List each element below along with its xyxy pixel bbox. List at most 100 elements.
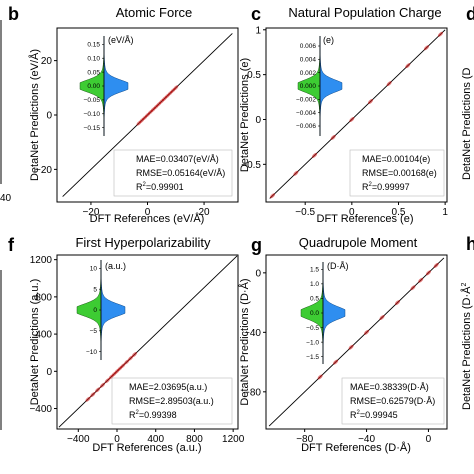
stat-r2: R2=0.99997 [362,182,410,192]
identity-line [269,29,446,199]
x-tick-label: −80 [296,434,313,445]
stat-mae: MAE=0.38339(D·Å) [350,382,429,392]
y-tick-label: 0 [255,268,261,279]
stats-box: MAE=0.03407(eV/Å) RMSE=0.05164(eV/Å) R2=… [113,149,233,197]
scatter-point [379,314,385,320]
y-tick-label: 400 [35,330,52,341]
inset-unit-label: (e) [323,35,334,45]
scatter-point [173,85,179,91]
plot-frame [265,27,448,203]
violin-tick-label: 0 [93,307,97,314]
stats-box-frame [341,377,445,425]
x-tick-label: 20 [199,207,211,218]
stat-r2-sup: 2 [143,182,147,188]
stats-box-frame [113,149,233,197]
violin-tick-label: −10 [86,349,97,356]
scatter-point [85,396,91,402]
scatter-point [418,277,424,283]
scatter-point [349,116,355,122]
scatter-point [311,152,318,158]
stat-r2-sup: 2 [369,182,373,188]
panel-title: Atomic Force [116,5,193,20]
y-tick-label: 0 [46,367,52,378]
data-layer: −400 0 400 800 1200 −400 0 400 800 1200 −10 −5 0 5 10 [29,255,244,445]
violin-tick-label: −5 [90,328,98,335]
violin-tick-label: 0.00 [87,83,100,90]
panel-letter-h: h [466,234,474,254]
scatter-point [269,193,276,199]
x-tick-label: 0 [145,207,151,218]
stat-r2-prefix: R [129,410,136,420]
panel-title: Natural Population Charge [288,5,441,20]
x-tick-label: 0 [114,434,120,445]
x-tick-label: −40 [358,434,375,445]
x-tick-label: −400 [67,434,90,445]
x-tick-label: −0.5 [295,207,315,218]
scatter-point [293,170,299,176]
scatter-point [330,134,336,140]
scatter-point [437,31,444,37]
panel-letter-d: d [466,4,474,24]
panel-letter: c [251,4,261,24]
y-tick-label: −80 [244,387,261,398]
scatter-point [386,81,392,87]
right-edge-fragment: d h DetaNet Predictions (D DetaNet Predi… [460,4,474,410]
x-axis-label: DFT References (eV/Å) [90,212,205,225]
stat-r2-sup: 2 [357,410,361,416]
scatter-point [104,378,110,384]
scatter-point [405,63,411,69]
stat-r2-sup: 2 [136,410,140,416]
stat-rmse: RMSE=0.62579(D·Å) [350,396,435,406]
violin-tick-label: −0.05 [84,97,101,104]
panel-natural-population-charge: c Natural Population Charge DFT Referenc… [239,4,448,225]
panel-quadrupole-moment: g Quadrupole Moment DFT References (D·Å)… [238,235,448,454]
violin-tick-label: −1.5 [306,354,319,361]
violin-right-half [100,259,126,361]
stat-r2-prefix: R [136,182,143,192]
y-axis-label: DetaNet Predictions (D·Å) [238,278,251,405]
violin-tick-label: −0.10 [84,111,101,118]
x-axis-label: DFT References (D·Å) [301,441,411,454]
scatter-point [423,45,430,51]
stats-box: MAE=0.00104(e) RMSE=0.00168(e) R2=0.9999… [349,149,445,197]
violin-tick-label: 0.004 [300,57,317,64]
scatter-point [128,355,134,361]
x-tick-label: 400 [147,434,164,445]
scatter-point [433,262,439,268]
y-tick-label: −40 [244,328,261,339]
inset-unit-label: (a.u.) [105,261,126,271]
violin-tick-label: 0.5 [310,296,319,303]
violin-right-half [319,35,343,137]
y-tick-label: 0.5 [247,70,261,81]
stat-r2-value: =0.99997 [372,182,410,192]
right-edge-ylabel-bottom-sup: 2 [461,283,468,287]
panel-atomic-force: b Atomic Force DFT References (eV/Å) Det… [8,4,239,225]
stats-box-frame [349,149,445,197]
stat-rmse: RMSE=0.00168(e) [362,168,437,178]
violin-tick-label: 0.10 [87,55,100,62]
x-axis-label: DFT References (a.u.) [92,442,201,454]
stat-r2: R2=0.99398 [129,410,177,420]
scatter-point [363,329,370,335]
stat-r2-value: =0.99398 [139,410,177,420]
stat-r2: R2=0.99945 [350,410,398,420]
y-tick-label: 20 [41,56,53,67]
violin-tick-label: −0.5 [306,325,319,332]
data-layer: −20 0 20 −20 0 20 −0.15 −0.10 −0.05 0.00 0.05 0.10 0… [35,33,233,218]
x-tick-label: 0 [426,434,432,445]
scatter-point [394,300,401,306]
x-tick-label: 1 [442,207,448,218]
y-axis-label: DetaNet Predictions (a.u.) [29,279,41,406]
scatter-point [410,285,416,291]
y-tick-label: −20 [35,165,52,176]
x-tick-label: 1200 [222,434,245,445]
scatter-point [124,359,130,365]
panel-letter: f [8,235,15,255]
right-edge-ylabel-top: DetaNet Predictions (D [461,67,473,180]
y-tick-label: 1 [255,25,261,36]
stat-r2-prefix: R [350,410,357,420]
panel-title: First Hyperpolarizability [75,235,211,250]
violin-tick-label: 1.0 [310,281,319,288]
scatter-point [317,374,323,380]
violin-tick-label: −0.002 [296,97,316,104]
